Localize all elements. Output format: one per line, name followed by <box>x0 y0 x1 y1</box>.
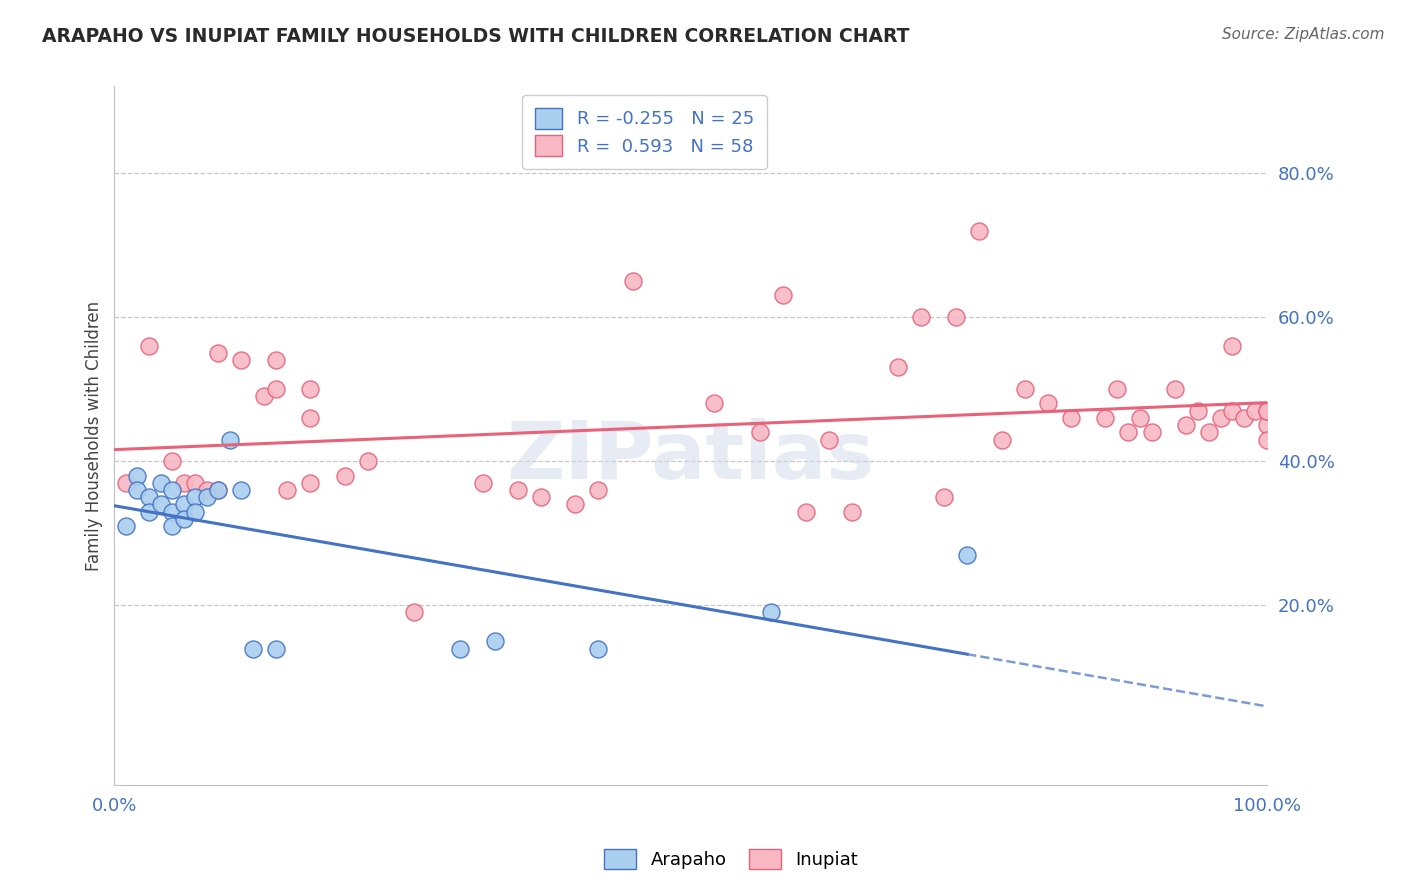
Point <box>242 641 264 656</box>
Point <box>703 396 725 410</box>
Point <box>333 468 356 483</box>
Point <box>160 454 183 468</box>
Point <box>207 483 229 497</box>
Point <box>1256 418 1278 433</box>
Point <box>932 490 955 504</box>
Point <box>1175 418 1198 433</box>
Point <box>967 223 990 237</box>
Point <box>253 389 276 403</box>
Point <box>160 483 183 497</box>
Legend: R = -0.255   N = 25, R =  0.593   N = 58: R = -0.255 N = 25, R = 0.593 N = 58 <box>523 95 766 169</box>
Point <box>138 490 160 504</box>
Point <box>173 497 195 511</box>
Point <box>1256 433 1278 447</box>
Point <box>588 641 610 656</box>
Point <box>173 512 195 526</box>
Point <box>218 433 240 447</box>
Point <box>1187 403 1209 417</box>
Point <box>115 475 138 490</box>
Point <box>160 519 183 533</box>
Point <box>149 475 172 490</box>
Point <box>772 288 794 302</box>
Point <box>818 433 841 447</box>
Point <box>564 497 586 511</box>
Point <box>138 339 160 353</box>
Point <box>231 353 253 368</box>
Point <box>402 606 425 620</box>
Point <box>1094 410 1116 425</box>
Point <box>1014 382 1036 396</box>
Point <box>1256 403 1278 417</box>
Point <box>357 454 380 468</box>
Point <box>184 490 207 504</box>
Point <box>887 360 910 375</box>
Point <box>841 505 863 519</box>
Point <box>1060 410 1083 425</box>
Point <box>207 483 229 497</box>
Point <box>506 483 529 497</box>
Point <box>264 641 287 656</box>
Point <box>264 353 287 368</box>
Point <box>115 519 138 533</box>
Point <box>761 606 783 620</box>
Point <box>195 483 218 497</box>
Text: ARAPAHO VS INUPIAT FAMILY HOUSEHOLDS WITH CHILDREN CORRELATION CHART: ARAPAHO VS INUPIAT FAMILY HOUSEHOLDS WIT… <box>42 27 910 45</box>
Point <box>299 410 322 425</box>
Point <box>184 505 207 519</box>
Point <box>588 483 610 497</box>
Point <box>1256 403 1278 417</box>
Point <box>990 433 1012 447</box>
Point <box>231 483 253 497</box>
Point <box>1198 425 1220 440</box>
Point <box>1220 339 1243 353</box>
Point <box>264 382 287 396</box>
Point <box>127 468 149 483</box>
Point <box>1140 425 1163 440</box>
Point <box>1233 410 1256 425</box>
Y-axis label: Family Households with Children: Family Households with Children <box>86 301 103 571</box>
Point <box>956 548 979 562</box>
Point <box>748 425 770 440</box>
Point <box>1036 396 1059 410</box>
Point <box>472 475 495 490</box>
Point <box>945 310 967 324</box>
Point <box>1118 425 1140 440</box>
Point <box>276 483 298 497</box>
Point <box>138 505 160 519</box>
Point <box>127 483 149 497</box>
Point <box>1129 410 1152 425</box>
Point <box>794 505 817 519</box>
Point <box>1220 403 1243 417</box>
Point <box>299 382 322 396</box>
Point <box>621 274 644 288</box>
Point <box>207 346 229 360</box>
Point <box>484 634 506 648</box>
Point <box>1244 403 1267 417</box>
Legend: Arapaho, Inupiat: Arapaho, Inupiat <box>595 839 868 879</box>
Text: ZIPatlas: ZIPatlas <box>506 417 875 496</box>
Point <box>173 475 195 490</box>
Point <box>184 475 207 490</box>
Point <box>195 490 218 504</box>
Point <box>1163 382 1185 396</box>
Point <box>1209 410 1232 425</box>
Point <box>1105 382 1128 396</box>
Point <box>160 505 183 519</box>
Point <box>299 475 322 490</box>
Point <box>910 310 932 324</box>
Point <box>530 490 553 504</box>
Point <box>449 641 471 656</box>
Text: Source: ZipAtlas.com: Source: ZipAtlas.com <box>1222 27 1385 42</box>
Point <box>149 497 172 511</box>
